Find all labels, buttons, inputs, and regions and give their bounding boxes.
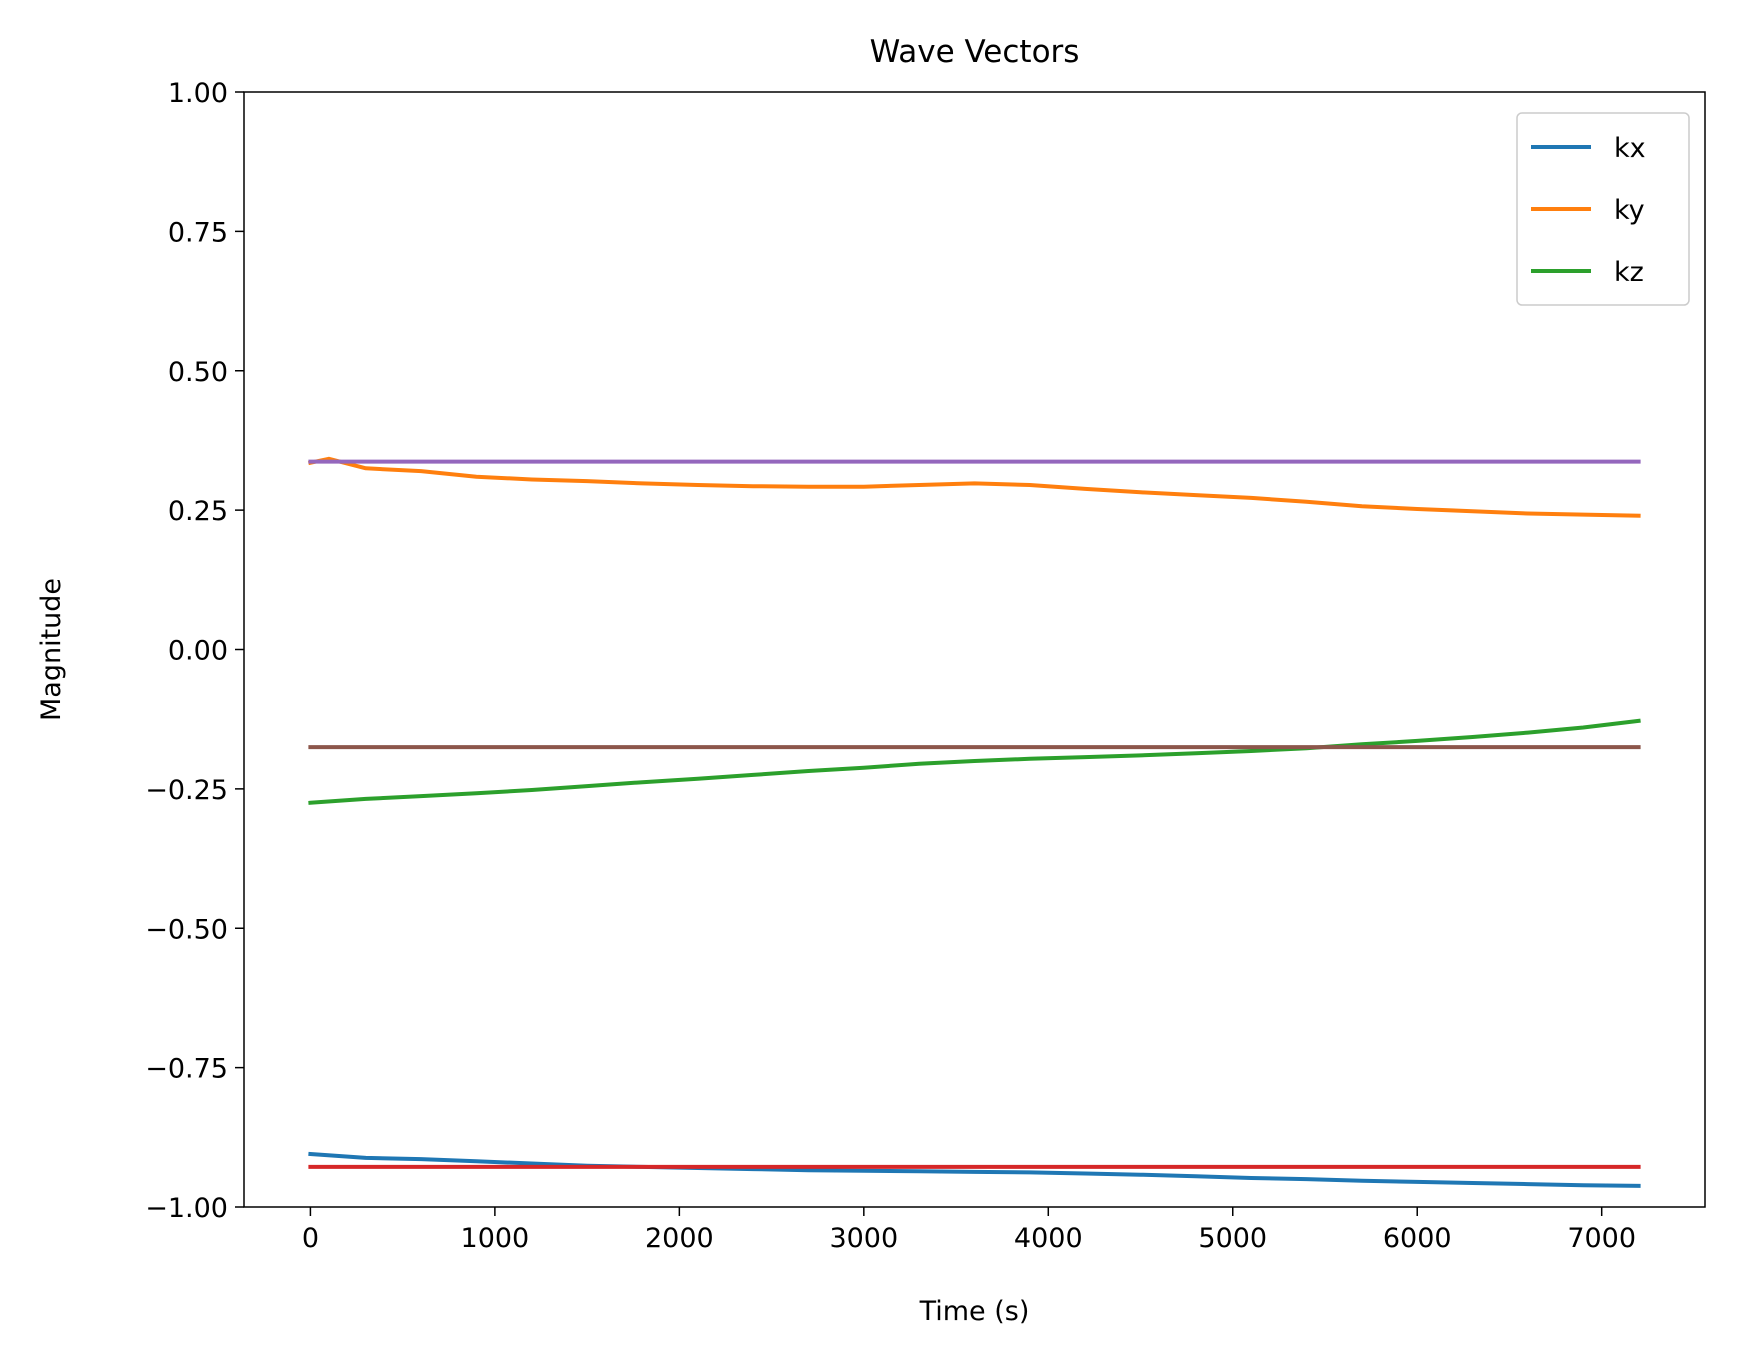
x-tick-label: 4000 xyxy=(1014,1223,1083,1254)
y-tick-label: 0.25 xyxy=(168,496,228,527)
series-line-kx xyxy=(308,1151,1641,1188)
y-tick-label: 1.00 xyxy=(168,78,228,109)
y-tick-label: 0.50 xyxy=(168,357,228,388)
y-axis-label: Magnitude xyxy=(36,578,67,721)
x-axis-ticks: 0 1000 2000 3000 4000 5000 6000 7000 xyxy=(302,1207,1636,1254)
x-tick-label: 5000 xyxy=(1198,1223,1267,1254)
series-line-ky xyxy=(308,456,1641,518)
legend-label-kz: kz xyxy=(1614,257,1644,288)
legend: kx ky kz xyxy=(1516,112,1690,306)
y-axis-ticks: 1.00 0.75 0.50 0.25 0.00 −0.25 −0.50 −0.75 −1.00 xyxy=(145,78,244,1224)
x-tick-label: 3000 xyxy=(829,1223,898,1254)
y-tick-label: −0.75 xyxy=(145,1054,228,1085)
y-tick-label: 0.75 xyxy=(168,217,228,248)
series-line-kz xyxy=(308,718,1641,805)
legend-box xyxy=(1516,112,1690,306)
legend-label-kx: kx xyxy=(1614,133,1646,164)
y-tick-label: −0.50 xyxy=(145,914,228,945)
x-tick-label: 2000 xyxy=(645,1223,714,1254)
y-tick-label: −1.00 xyxy=(145,1193,228,1224)
y-tick-label: 0.00 xyxy=(168,636,228,667)
chart-title: Wave Vectors xyxy=(870,34,1080,70)
x-tick-label: 6000 xyxy=(1383,1223,1452,1254)
x-tick-label: 1000 xyxy=(461,1223,530,1254)
legend-label-ky: ky xyxy=(1614,195,1645,226)
x-tick-label: 0 xyxy=(302,1223,319,1254)
plot-marks xyxy=(308,456,1641,1188)
x-axis-label: Time (s) xyxy=(919,1296,1030,1327)
y-tick-label: −0.25 xyxy=(145,775,228,806)
axes-frame xyxy=(243,91,1706,1208)
x-tick-label: 7000 xyxy=(1567,1223,1636,1254)
